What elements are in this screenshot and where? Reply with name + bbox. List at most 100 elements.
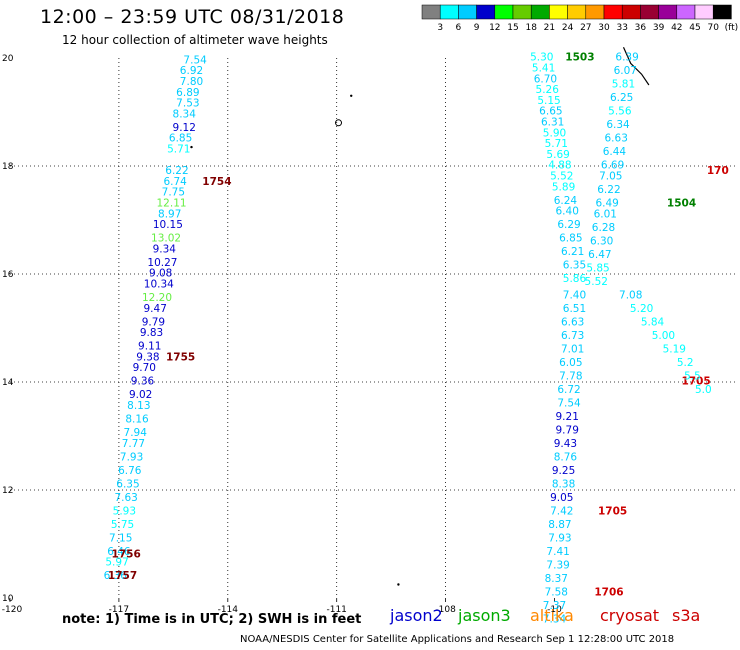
wave-height-value: 6.29 (557, 219, 580, 231)
wave-height-value: 7.01 (561, 343, 584, 355)
colorbar-swatch (421, 4, 441, 20)
wave-height-value: 5.5 (684, 370, 701, 382)
wave-height-value: 7.58 (545, 586, 568, 598)
wave-height-value: 5.71 (545, 138, 568, 150)
wave-height-value: 5.2 (677, 357, 694, 369)
wave-height-value: 10.15 (153, 219, 183, 231)
wave-height-value: 8.76 (554, 451, 578, 463)
wave-height-value: 10.34 (144, 279, 174, 291)
colorbar-swatch (530, 4, 550, 20)
colorbar-swatch (494, 4, 514, 20)
colorbar-swatch (603, 4, 623, 20)
x-tick-label: -117 (109, 605, 129, 615)
island-marker (190, 145, 193, 149)
satellite-jason2: jason2 (390, 606, 443, 625)
wave-height-value: 6.74 (163, 176, 187, 188)
island-marker (350, 94, 353, 98)
colorbar-swatch (549, 4, 568, 20)
time-label: 1757 (108, 570, 137, 582)
wave-height-value: 7.78 (559, 370, 582, 382)
wave-height-value: 6.05 (559, 357, 582, 369)
wave-height-value: 5.85 (586, 262, 609, 274)
wave-height-value: 7.08 (619, 289, 642, 301)
wave-height-value: 6.65 (539, 106, 562, 118)
x-tick-label: -120 (2, 605, 23, 615)
wave-height-value: 7.75 (162, 187, 185, 199)
wave-height-value: 5.71 (167, 144, 190, 156)
wave-height-value: 9.43 (554, 438, 577, 450)
colorbar-swatch (512, 4, 532, 20)
wave-height-value: 9.47 (144, 303, 167, 315)
wave-height-value: 7.37 (543, 600, 566, 612)
wave-height-value: 7.54 (183, 54, 207, 66)
wave-height-value: 4.88 (548, 160, 571, 172)
wave-height-value: 5.81 (612, 79, 635, 91)
wave-height-value: 6.89 (176, 87, 199, 99)
wave-height-value: 6.63 (561, 316, 584, 328)
colorbar-label: 39 (653, 23, 665, 33)
wave-height-value: 5.26 (536, 84, 560, 96)
wave-height-value: 5.20 (630, 303, 653, 315)
colorbar-label: 27 (580, 23, 591, 33)
wave-height-value: 9.11 (138, 341, 161, 353)
color-legend: 3 6 9 12 15 18 21 24 27 30 33 36 39 42 45 70 (ft) (421, 4, 738, 33)
wave-height-value: 6.73 (561, 330, 584, 342)
wave-height-value: 5.69 (546, 149, 569, 161)
wave-height-value: 5.84 (641, 316, 665, 328)
wave-height-value: 6.85 (559, 233, 582, 245)
wave-height-value: 7.15 (109, 532, 132, 544)
y-tick-label: 18 (2, 162, 14, 172)
wave-height-value: 7.05 (599, 171, 622, 183)
wave-height-value: 5.90 (543, 127, 566, 139)
wave-height-value: 12.11 (157, 198, 187, 210)
wave-height-value: 6.76 (118, 465, 142, 477)
wave-height-value: 6.21 (561, 246, 584, 258)
wave-height-value: 6.47 (588, 249, 611, 261)
y-tick-label: 10 (2, 594, 14, 604)
time-label: 1706 (594, 586, 623, 598)
wave-height-value: 7.77 (122, 438, 145, 450)
wave-height-value: 8.38 (552, 478, 575, 490)
colorbar-label: 45 (689, 23, 700, 33)
colorbar-label: 36 (635, 23, 647, 33)
wave-height-value: 7.54 (557, 397, 581, 409)
x-tick-label: -114 (218, 605, 239, 615)
coastline-segment (622, 46, 650, 86)
wave-height-value: 6.22 (597, 184, 620, 196)
time-label: 1756 (112, 549, 141, 561)
wave-height-value: 9.83 (140, 327, 163, 339)
wave-height-value: 6.30 (590, 235, 613, 247)
wave-height-value: 6.40 (556, 206, 579, 218)
chart-title: 12:00 – 23:59 UTC 08/31/2018 (40, 6, 345, 28)
wave-height-value: 5.41 (532, 63, 555, 75)
time-label: 1755 (166, 351, 195, 363)
wave-height-value: 5.15 (537, 95, 560, 107)
y-tick-label: 20 (2, 54, 14, 64)
wave-height-value: 5.19 (663, 343, 686, 355)
wave-height-value: 8.16 (125, 414, 149, 426)
wave-height-value: 6.22 (165, 165, 188, 177)
colorbar-swatch (439, 4, 459, 20)
wave-height-value: 9.21 (556, 411, 579, 423)
footnote: note: 1) Time is in UTC; 2) SWH is in fe… (62, 612, 362, 627)
wave-height-value: 7.80 (180, 76, 203, 88)
satellite-altika: altika (530, 606, 574, 625)
wave-height-value: 6.72 (557, 384, 580, 396)
colorbar-swatch (640, 4, 659, 20)
wave-height-value: 6.39 (615, 52, 638, 64)
wave-height-value: 6.35 (563, 260, 586, 272)
wave-height-value: 9.79 (142, 316, 165, 328)
wave-height-value: 9.05 (550, 492, 573, 504)
wave-height-value: 9.08 (149, 268, 172, 280)
colorbar-swatch (476, 4, 496, 20)
colorbar-swatch (658, 4, 678, 20)
wave-height-value: 9.79 (556, 424, 579, 436)
satellite-s3a: s3a (672, 606, 701, 625)
wave-height-value: 7.94 (124, 427, 148, 439)
x-tick-label: -10 (547, 605, 562, 615)
y-tick-label: 12 (2, 486, 13, 496)
wave-height-value: 7.93 (548, 532, 571, 544)
colorbar-label: 3 (437, 23, 443, 33)
wave-height-value: 6.24 (554, 195, 578, 207)
